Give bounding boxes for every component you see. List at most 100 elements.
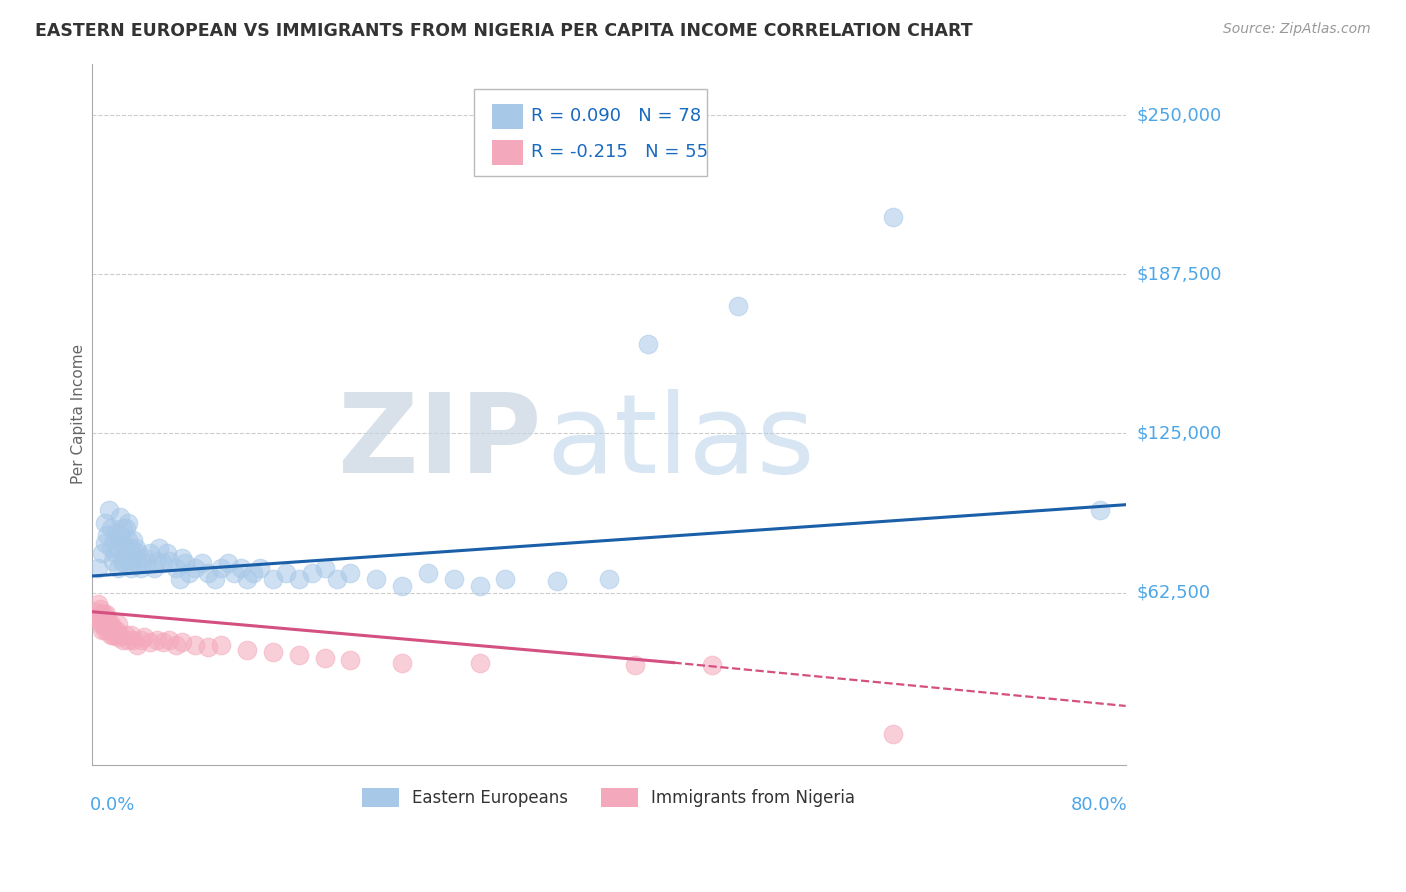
Legend: Eastern Europeans, Immigrants from Nigeria: Eastern Europeans, Immigrants from Niger… (354, 780, 863, 815)
Point (217, 556, 239, 570)
Point (287, 648, 309, 662)
Point (94, 516, 117, 530)
Point (100, 617, 122, 632)
Point (236, 572, 259, 586)
Point (115, 551, 138, 566)
Point (262, 645, 284, 659)
Point (107, 617, 129, 632)
Point (103, 533, 125, 548)
Point (177, 566, 200, 581)
Point (121, 554, 143, 568)
Point (114, 627, 136, 641)
Point (132, 630, 155, 644)
FancyBboxPatch shape (474, 88, 707, 176)
Point (94, 607, 117, 622)
Point (143, 561, 166, 575)
Point (97, 503, 120, 517)
Point (339, 566, 361, 581)
Point (111, 536, 134, 550)
Text: atlas: atlas (547, 389, 815, 496)
Point (159, 632, 181, 647)
Point (110, 627, 132, 641)
Point (222, 566, 245, 581)
Point (127, 556, 149, 570)
Text: R = -0.215   N = 55: R = -0.215 N = 55 (531, 144, 709, 161)
Point (262, 572, 284, 586)
Point (249, 561, 271, 575)
Point (172, 635, 194, 649)
Point (127, 638, 149, 652)
Point (727, 299, 749, 313)
Y-axis label: Per Capita Income: Per Capita Income (72, 344, 86, 484)
Point (546, 574, 568, 588)
Point (135, 556, 157, 570)
Point (120, 541, 142, 555)
Point (107, 561, 129, 575)
Point (127, 546, 149, 560)
Point (184, 561, 207, 575)
Point (165, 561, 187, 575)
Text: R = 0.090   N = 78: R = 0.090 N = 78 (531, 107, 702, 125)
Text: EASTERN EUROPEAN VS IMMIGRANTS FROM NIGERIA PER CAPITA INCOME CORRELATION CHART: EASTERN EUROPEAN VS IMMIGRANTS FROM NIGE… (35, 22, 973, 40)
Point (96, 612, 118, 626)
Point (184, 638, 207, 652)
Point (391, 656, 413, 670)
Point (124, 549, 146, 563)
Point (111, 632, 134, 647)
Point (111, 521, 134, 535)
Point (117, 533, 139, 548)
Point (301, 566, 323, 581)
Point (174, 556, 197, 570)
Point (89, 602, 111, 616)
Point (209, 561, 232, 575)
Text: $62,500: $62,500 (1137, 583, 1211, 601)
Text: $187,500: $187,500 (1137, 265, 1222, 283)
Point (165, 638, 187, 652)
Point (494, 572, 516, 586)
Point (139, 635, 162, 649)
Point (159, 554, 181, 568)
Point (94, 623, 117, 637)
Text: $250,000: $250,000 (1137, 106, 1222, 124)
Point (314, 561, 336, 575)
Text: 80.0%: 80.0% (1071, 796, 1128, 814)
Point (1088, 503, 1111, 517)
Point (145, 554, 167, 568)
Point (112, 541, 135, 555)
Point (107, 541, 129, 555)
Point (114, 521, 136, 535)
Point (93, 607, 115, 622)
Point (274, 566, 297, 581)
Point (94, 617, 117, 632)
Point (197, 640, 219, 655)
Point (882, 727, 904, 741)
Point (132, 551, 155, 566)
Point (90, 617, 112, 632)
Point (391, 579, 413, 593)
Point (129, 561, 152, 575)
Point (94, 536, 117, 550)
Point (87, 561, 110, 575)
Point (156, 546, 179, 560)
Point (90, 607, 112, 622)
Point (191, 556, 214, 570)
Text: $125,000: $125,000 (1137, 425, 1222, 442)
Point (84, 612, 107, 626)
Point (145, 632, 167, 647)
Point (91, 546, 114, 560)
Point (229, 561, 252, 575)
Text: ZIP: ZIP (339, 389, 541, 496)
Point (120, 627, 142, 641)
Point (598, 572, 620, 586)
Point (93, 617, 115, 632)
Point (139, 546, 162, 560)
Point (100, 541, 122, 555)
Point (197, 566, 219, 581)
Point (314, 650, 336, 665)
Point (120, 561, 142, 575)
Point (443, 572, 465, 586)
Point (105, 623, 128, 637)
Point (94, 612, 117, 626)
Point (98, 623, 121, 637)
Point (209, 638, 232, 652)
